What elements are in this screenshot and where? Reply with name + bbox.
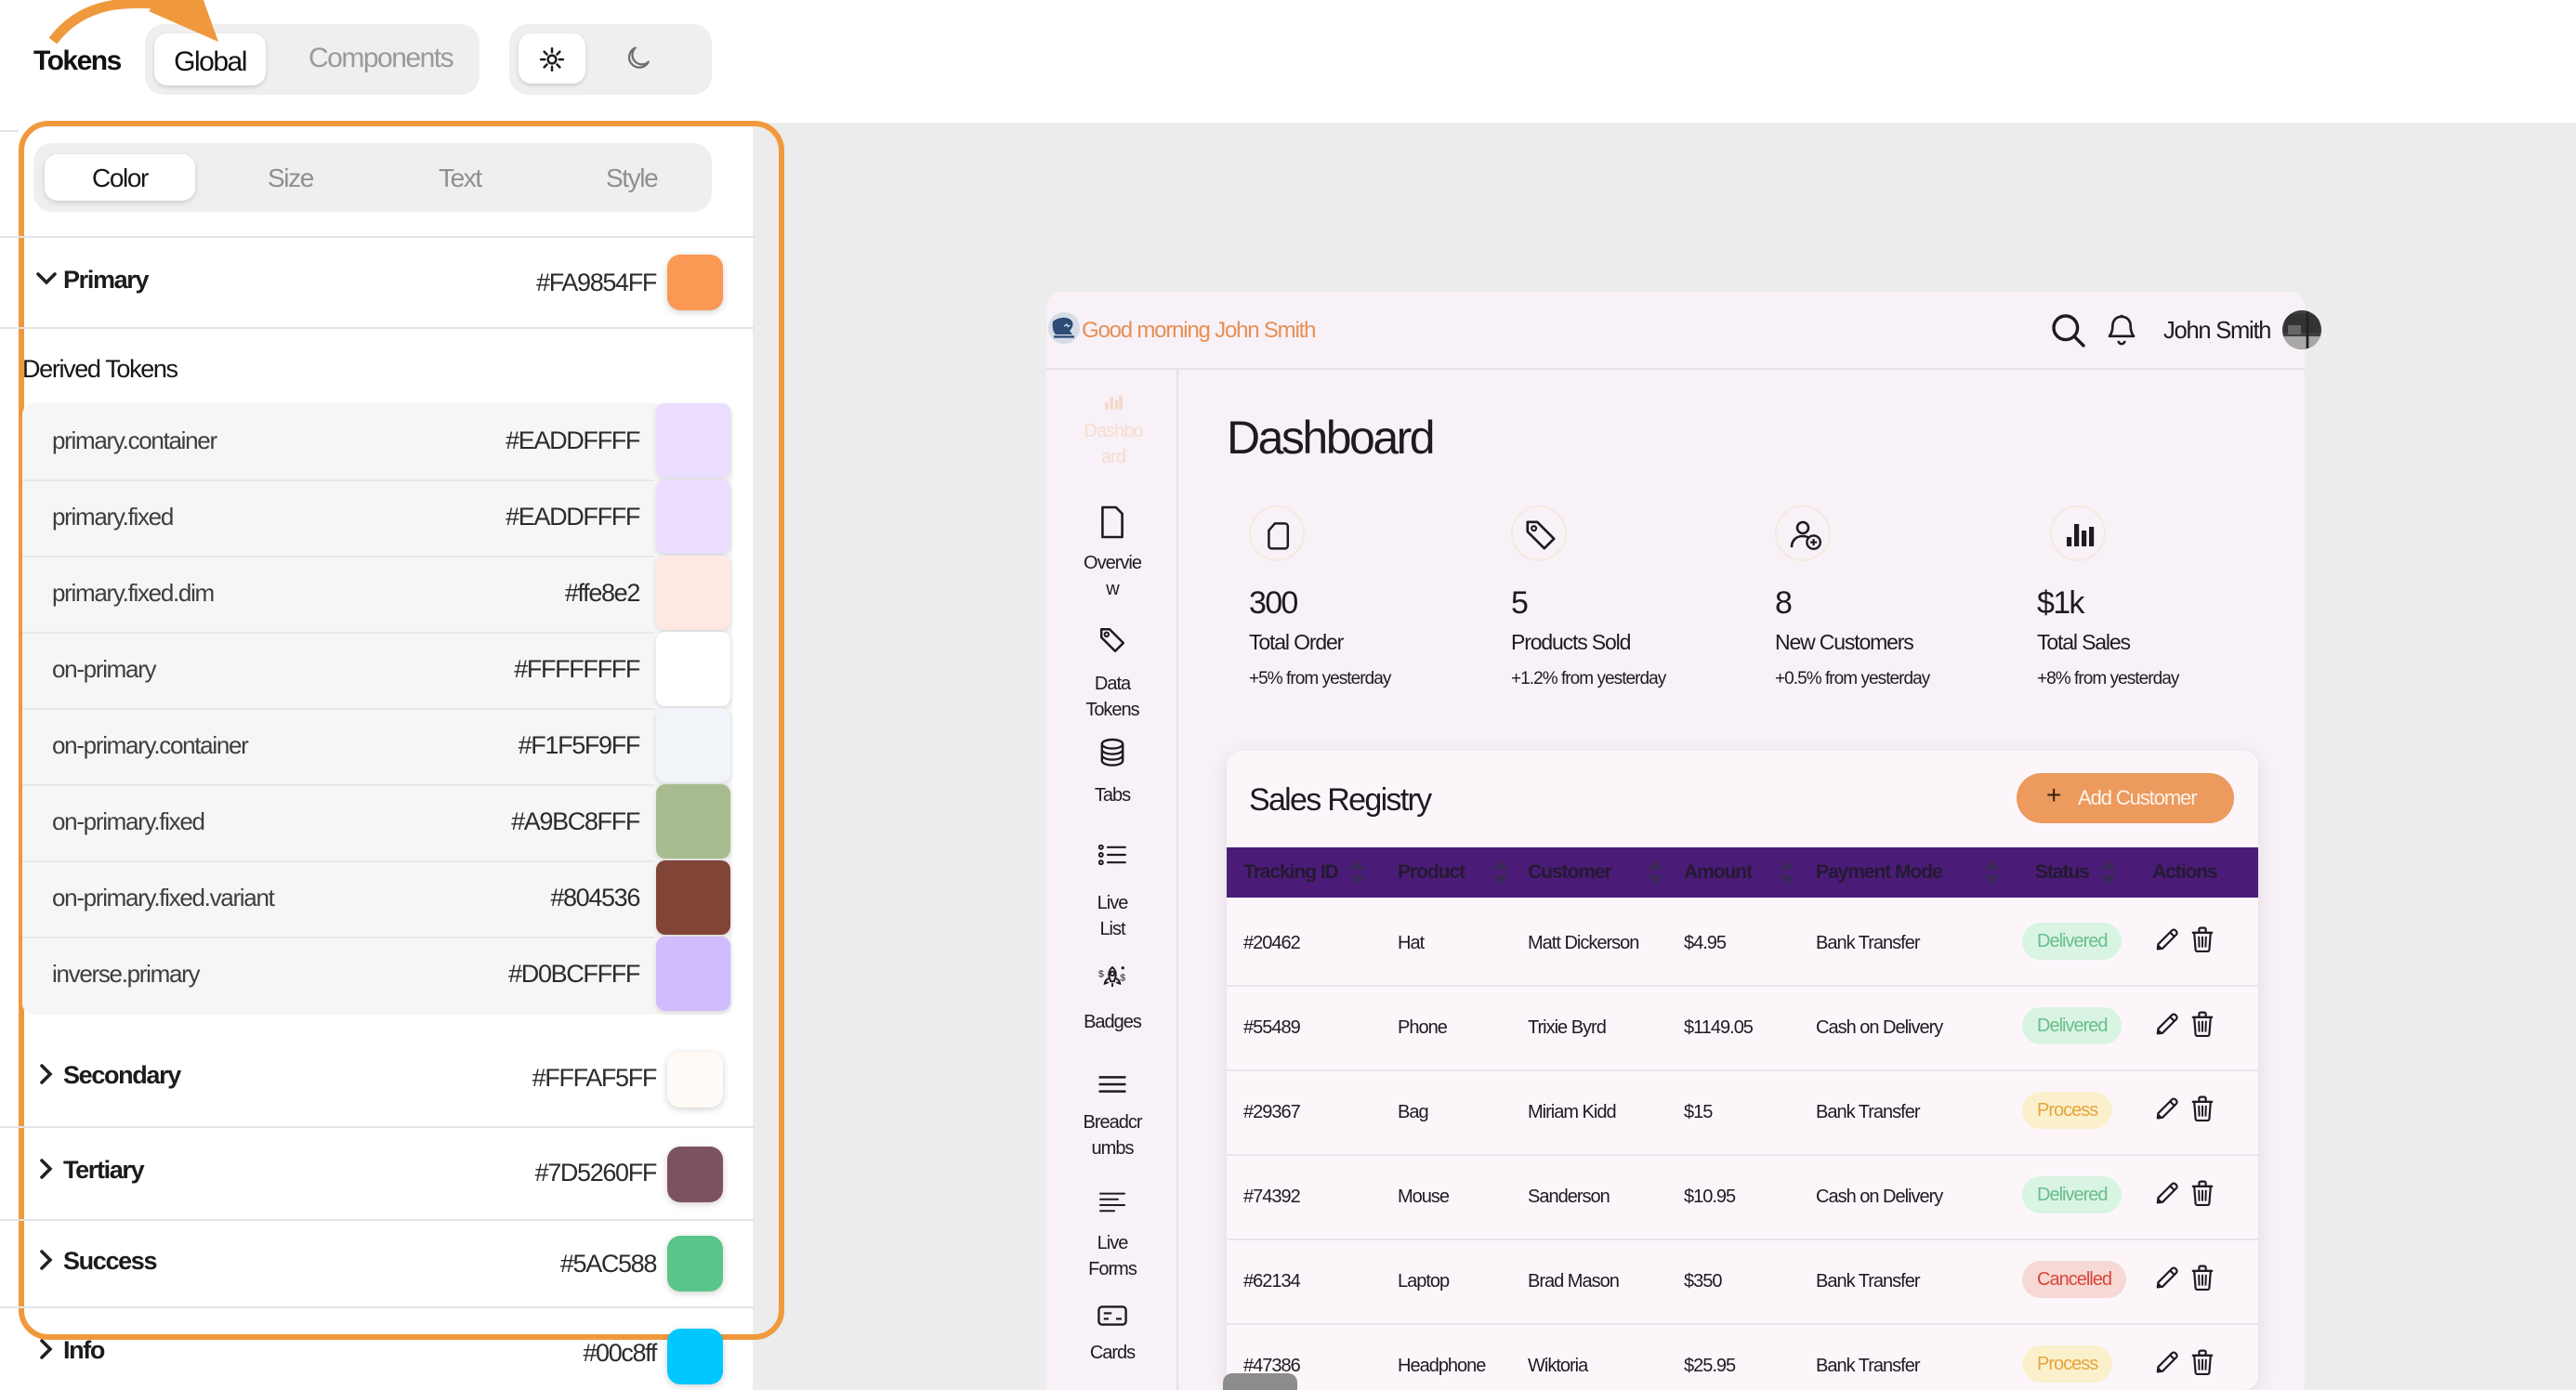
svg-text:$: $ <box>1098 969 1104 980</box>
svg-text:$: $ <box>1120 972 1125 983</box>
